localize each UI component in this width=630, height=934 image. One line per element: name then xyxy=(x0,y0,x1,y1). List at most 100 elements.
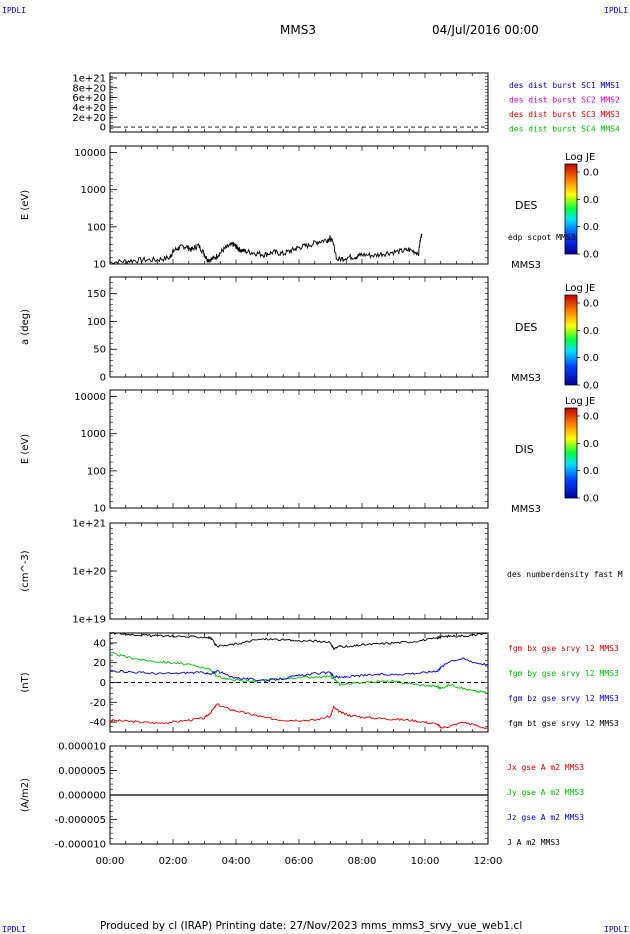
y-tick-label: 1000 xyxy=(81,429,106,440)
legend-entry: J A m2 MMS3 xyxy=(507,838,560,847)
series-line-3 xyxy=(110,657,489,683)
y-tick-label: 0.000005 xyxy=(58,766,106,777)
colorbar-tick-label: 0.0 xyxy=(583,250,599,261)
x-tick-label: 04:00 xyxy=(222,856,251,867)
x-tick-label: 10:00 xyxy=(411,856,440,867)
probe-label: MMS3 xyxy=(511,504,541,515)
y-tick-label: 10000 xyxy=(74,392,106,403)
colorbar-tick-label: 0.0 xyxy=(583,412,599,423)
series-legend: fgm bz gse srvy l2 MMS3 xyxy=(508,694,619,703)
panel-5: 1e+21 1e+20 1e+19 (cm^-3) des numberdensity … xyxy=(20,519,623,626)
panel-label: DES xyxy=(515,321,537,334)
y-axis-label: (nT) xyxy=(20,672,31,692)
panel-frame xyxy=(109,276,489,378)
panel-label: DES xyxy=(515,199,537,212)
colorbar-tick-label: 0.0 xyxy=(583,299,599,310)
scpot-line xyxy=(109,233,423,265)
y-tick-label: 4e+20 xyxy=(72,103,106,114)
y-tick-label: 150 xyxy=(87,289,106,300)
colorbar-tick-label: 0.0 xyxy=(583,326,599,337)
colorbar-tick-label: 0.0 xyxy=(583,381,599,392)
colorbar-tick-label: 0.0 xyxy=(583,439,599,450)
y-tick-label: 1000 xyxy=(81,185,106,196)
colorbar-tick-label: 0.0 xyxy=(583,168,599,179)
series-legend: fgm bx gse srvy l2 MMS3 xyxy=(508,644,619,653)
footer-text: Produced by cl (IRAP) Printing date: 27/… xyxy=(100,920,522,932)
y-tick-label: 100 xyxy=(87,317,106,328)
colorbar-tick-label: 0.0 xyxy=(583,466,599,477)
corner-bl: IPDLI xyxy=(2,925,26,934)
y-tick-label: 0 xyxy=(100,678,106,689)
panel-4: 10000 1000 100 10 E (eV) DIS MMS3 Log JE 0.0 0.0 0… xyxy=(20,389,599,515)
panel-2: 10000 1000 100 10 E (eV) DES MMS3 Log JE 0.0 0.0 0… xyxy=(20,145,599,271)
legend-entry: des numberdensity fast M xyxy=(507,570,623,579)
panel-3: 150 100 50 0 a (deg) DES MMS3 Log JE 0.0 0.0 0.0 0.… xyxy=(20,276,599,392)
colorbar-title: Log JE xyxy=(565,283,595,294)
overlay-label: edp scpot MMS3 xyxy=(508,233,576,242)
y-tick-label: -40 xyxy=(90,718,106,729)
panel-frame xyxy=(109,522,489,620)
x-tick-label: 02:00 xyxy=(159,856,188,867)
probe-label: MMS3 xyxy=(511,260,541,271)
colorbar-tick-label: 0.0 xyxy=(583,353,599,364)
y-tick-label: -0.000005 xyxy=(55,815,106,826)
series-legend: fgm by gse srvy l2 MMS3 xyxy=(508,669,619,678)
y-tick-label: 0.000000 xyxy=(58,791,106,802)
panel-frame xyxy=(109,389,489,509)
y-tick-label: 2e+20 xyxy=(72,113,106,124)
y-tick-label: 1e+20 xyxy=(72,567,106,578)
y-tick-label: 10000 xyxy=(74,148,106,159)
y-tick-label: 20 xyxy=(93,658,106,669)
y-axis-label: a (deg) xyxy=(20,309,31,345)
legend-entry: Jx gse A m2 MMS3 xyxy=(507,763,584,772)
colorbar-title: Log JE xyxy=(565,152,595,163)
x-tick-label: 08:00 xyxy=(348,856,377,867)
legend-entry: des dist burst SC1 MMS1 xyxy=(509,81,620,90)
plot-date: 04/Jul/2016 00:00 xyxy=(432,23,539,37)
y-axis-label: E (eV) xyxy=(20,434,31,464)
y-tick-label: 0.000010 xyxy=(58,742,106,753)
colorbar xyxy=(564,163,578,255)
x-tick-label: 00:00 xyxy=(96,856,125,867)
y-axis-label: E (eV) xyxy=(20,190,31,220)
series-line-4 xyxy=(109,631,489,650)
y-tick-label: 1e+19 xyxy=(72,615,106,626)
series-line-1 xyxy=(109,703,489,730)
panel-6: 40 20 0 -20 -40 (nT) xyxy=(20,632,489,733)
series-legend: fgm bt gse srvy l2 MMS3 xyxy=(508,719,619,728)
y-tick-label: -20 xyxy=(90,698,106,709)
y-tick-label: 0 xyxy=(100,373,106,384)
legend-entry: des dist burst SC2 MMS2 xyxy=(509,96,620,105)
y-tick-label: 50 xyxy=(93,345,106,356)
legend-entry: des dist burst SC3 MMS3 xyxy=(509,110,620,119)
y-tick-label: 1e+21 xyxy=(72,519,106,530)
x-tick-label: 12:00 xyxy=(474,856,503,867)
colorbar-tick-label: 0.0 xyxy=(583,494,599,505)
legend-entry: des dist burst SC4 MMS4 xyxy=(509,125,620,134)
y-tick-label: -0.000010 xyxy=(55,840,106,851)
panel-7: 0.000010 0.000005 0.000000 -0.000005 -0.0000… xyxy=(20,742,584,851)
corner-br: IPDLI xyxy=(604,925,628,934)
y-tick-label: 1e+21 xyxy=(72,73,106,84)
y-tick-label: 0 xyxy=(100,123,106,134)
colorbar-tick-label: 0.0 xyxy=(583,195,599,206)
y-tick-label: 10 xyxy=(93,260,106,271)
colorbar-title: Log JE xyxy=(565,396,595,407)
panel-label: DIS xyxy=(515,443,534,456)
legend-entry: Jz gse A m2 MMS3 xyxy=(507,813,584,822)
y-tick-label: 6e+20 xyxy=(72,93,106,104)
y-tick-label: 10 xyxy=(93,504,106,515)
legend-entry: Jy gse A m2 MMS3 xyxy=(507,788,584,797)
panel-frame xyxy=(109,72,489,133)
y-tick-label: 40 xyxy=(93,638,106,649)
y-axis-label: (cm^-3) xyxy=(20,550,31,591)
series-line-2 xyxy=(110,651,489,694)
plot-title: MMS3 xyxy=(280,23,316,37)
y-tick-label: 100 xyxy=(87,222,106,233)
colorbar xyxy=(564,294,578,386)
colorbar-tick-label: 0.0 xyxy=(583,222,599,233)
corner-tr: IPDLI xyxy=(604,6,628,15)
corner-tl: IPDLI xyxy=(2,6,26,15)
